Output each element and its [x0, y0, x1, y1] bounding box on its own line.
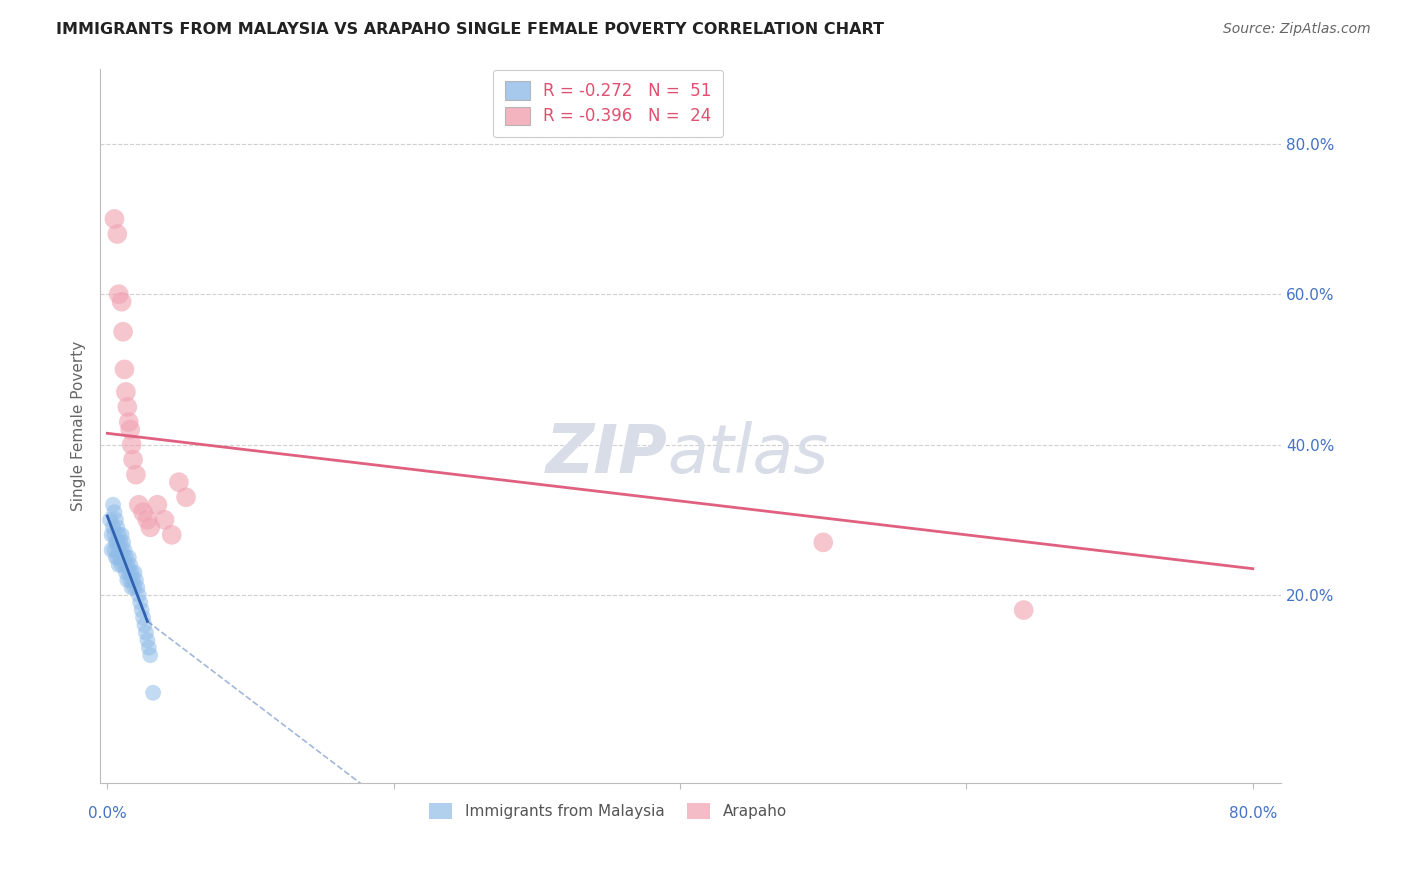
Point: [112, 550, 135, 565]
Point: [103, 528, 125, 542]
Point: [174, 490, 197, 504]
Text: ZIP: ZIP: [546, 421, 666, 487]
Point: [121, 566, 143, 580]
Point: [114, 362, 136, 376]
Point: [101, 520, 124, 534]
Point: [98, 513, 121, 527]
Point: [120, 423, 142, 437]
Point: [107, 287, 129, 301]
Legend: Immigrants from Malaysia, Arapaho: Immigrants from Malaysia, Arapaho: [423, 797, 793, 825]
Point: [104, 513, 127, 527]
Point: [128, 588, 150, 602]
Point: [112, 325, 135, 339]
Point: [160, 528, 183, 542]
Point: [115, 566, 138, 580]
Point: [112, 535, 135, 549]
Text: Source: ZipAtlas.com: Source: ZipAtlas.com: [1223, 22, 1371, 37]
Point: [115, 550, 138, 565]
Point: [117, 558, 139, 572]
Point: [131, 603, 153, 617]
Point: [118, 566, 141, 580]
Point: [107, 542, 129, 557]
Point: [103, 211, 125, 226]
Point: [117, 573, 139, 587]
Point: [105, 550, 128, 565]
Text: 0.0%: 0.0%: [89, 805, 127, 821]
Point: [104, 535, 127, 549]
Point: [120, 558, 142, 572]
Point: [108, 535, 131, 549]
Point: [127, 581, 149, 595]
Point: [132, 505, 155, 519]
Point: [122, 573, 145, 587]
Point: [101, 498, 124, 512]
Point: [118, 550, 141, 565]
Point: [167, 475, 190, 490]
Point: [103, 505, 125, 519]
Point: [107, 528, 129, 542]
Point: [100, 528, 122, 542]
Text: IMMIGRANTS FROM MALAYSIA VS ARAPAHO SINGLE FEMALE POVERTY CORRELATION CHART: IMMIGRANTS FROM MALAYSIA VS ARAPAHO SING…: [56, 22, 884, 37]
Text: 80.0%: 80.0%: [1229, 805, 1277, 821]
Point: [103, 542, 125, 557]
Point: [105, 227, 128, 241]
Point: [120, 573, 142, 587]
Point: [139, 648, 162, 663]
Point: [136, 633, 159, 648]
Point: [117, 400, 139, 414]
Point: [104, 550, 127, 565]
Y-axis label: Single Female Poverty: Single Female Poverty: [72, 341, 86, 511]
Point: [108, 550, 131, 565]
Point: [135, 625, 157, 640]
Point: [118, 415, 141, 429]
Point: [107, 558, 129, 572]
Point: [138, 640, 160, 655]
Point: [1012, 603, 1035, 617]
Text: atlas: atlas: [666, 421, 828, 487]
Point: [128, 498, 150, 512]
Point: [100, 542, 122, 557]
Point: [125, 467, 148, 482]
Point: [110, 558, 132, 572]
Point: [136, 513, 159, 527]
Point: [110, 542, 132, 557]
Point: [146, 498, 169, 512]
Point: [811, 535, 834, 549]
Point: [124, 566, 146, 580]
Point: [121, 581, 143, 595]
Point: [125, 573, 148, 587]
Point: [122, 452, 145, 467]
Point: [132, 610, 155, 624]
Point: [115, 384, 138, 399]
Point: [139, 520, 162, 534]
Point: [129, 595, 152, 609]
Point: [121, 437, 143, 451]
Point: [110, 294, 132, 309]
Point: [114, 542, 136, 557]
Point: [105, 535, 128, 549]
Point: [142, 686, 165, 700]
Point: [110, 528, 132, 542]
Point: [134, 618, 156, 632]
Point: [153, 513, 176, 527]
Point: [105, 520, 128, 534]
Point: [114, 558, 136, 572]
Point: [124, 581, 146, 595]
